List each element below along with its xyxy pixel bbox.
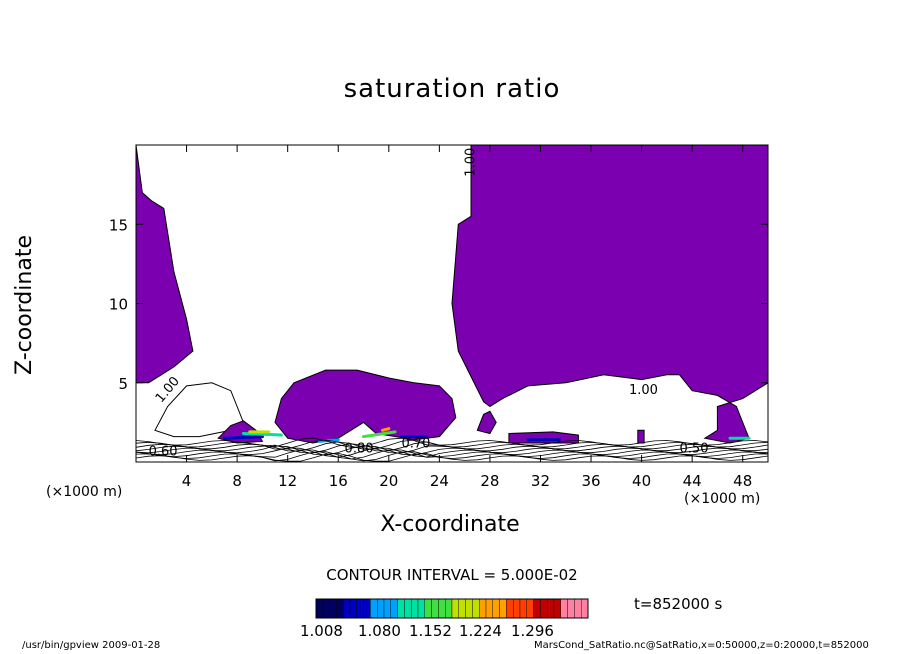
colorbar-tick-4: 1.296	[511, 622, 554, 640]
colorbar-cell-34	[547, 598, 555, 619]
x-tick-label-2: 12	[278, 472, 297, 490]
y-tick-label-1: 10	[109, 296, 128, 314]
colorbar-cell-27	[499, 598, 507, 619]
surface-contour-8	[135, 437, 769, 448]
contour-interval: CONTOUR INTERVAL = 5.000E-02	[326, 566, 578, 584]
colorbar-cell-15	[417, 598, 426, 619]
x-unit-right: (×1000 m)	[684, 491, 761, 507]
colorbar-cell-16	[424, 598, 432, 619]
x-tick-label-8: 36	[581, 472, 600, 490]
streak-5	[380, 427, 391, 432]
surface-contour-0	[135, 452, 769, 462]
x-axis-label: X-coordinate	[380, 512, 520, 537]
streak-0	[222, 435, 264, 440]
colorbar-cell-0	[315, 598, 324, 619]
colorbar-cell-12	[397, 598, 405, 619]
colorbar-cell-33	[540, 598, 548, 619]
contour-label-4: 0.80	[345, 441, 374, 456]
colorbar-cell-1	[322, 598, 330, 619]
x-tick-label-10: 44	[683, 472, 702, 490]
footer-left: /usr/bin/gpview 2009-01-28	[22, 640, 161, 651]
colorbar-cell-32	[533, 598, 541, 619]
colorbar-cell-14	[411, 598, 419, 619]
colorbar-cell-37	[567, 598, 575, 619]
y-tick-label-2: 15	[109, 216, 128, 234]
region-tiny-patch	[637, 429, 645, 444]
contour-label-0: 1.00	[464, 148, 479, 177]
contour-left-loop	[154, 382, 245, 438]
x-tick-label-9: 40	[632, 472, 651, 490]
colorbar-cell-25	[485, 598, 494, 619]
y-axis-label: Z-coordinate	[12, 165, 37, 375]
contour-label-3: 0.60	[149, 445, 178, 460]
x-tick-label-6: 28	[480, 472, 499, 490]
colorbar-tick-3: 1.224	[459, 622, 502, 640]
y-axis-label-text: Z-coordinate	[12, 235, 38, 375]
colorbar-cell-39	[581, 598, 589, 619]
colorbar-cell-2	[329, 598, 337, 619]
colorbar-cell-6	[356, 598, 364, 619]
colorbar-cell-4	[343, 598, 351, 619]
streak-1	[241, 431, 283, 437]
y-tick-label-0: 5	[118, 375, 128, 393]
colorbar-cell-5	[349, 598, 358, 619]
colorbar-cell-24	[479, 598, 487, 619]
colorbar-cell-22	[465, 598, 473, 619]
colorbar-cell-11	[390, 598, 398, 619]
region-central-cloud	[274, 369, 457, 444]
colorbar-cell-26	[492, 598, 500, 619]
colorbar-cell-7	[363, 598, 371, 619]
colorbar-cell-10	[383, 598, 392, 619]
region-left-column	[135, 144, 194, 384]
colorbar-cell-31	[526, 598, 534, 619]
x-tick-label-4: 20	[379, 472, 398, 490]
colorbar-cell-20	[451, 598, 460, 619]
x-tick-label-1: 8	[232, 472, 242, 490]
region-low-strip	[508, 431, 579, 444]
colorbar-cell-28	[506, 598, 514, 619]
chart-title: saturation ratio	[343, 74, 561, 104]
footer-right: MarsCond_SatRatio.nc@SatRatio,x=0:50000,…	[534, 640, 869, 651]
colorbar-cell-8	[370, 598, 378, 619]
colorbar-frame	[315, 598, 589, 619]
colorbar-cell-13	[404, 598, 412, 619]
x-unit-left: (×1000 m)	[46, 484, 123, 500]
x-tick-label-11: 48	[733, 472, 752, 490]
x-tick-label-0: 4	[182, 472, 192, 490]
colorbar-cell-35	[553, 598, 562, 619]
colorbar-cell-18	[438, 598, 446, 619]
streak-4	[362, 430, 397, 439]
colorbar-cell-23	[472, 598, 480, 619]
colorbar-cell-21	[458, 598, 466, 619]
colorbar-tick-2: 1.152	[409, 622, 452, 640]
x-tick-label-5: 24	[430, 472, 449, 490]
x-tick-label-7: 32	[531, 472, 550, 490]
time-label: t=852000 s	[634, 595, 723, 613]
contour-label-2: 1.00	[629, 383, 658, 398]
surface-contour-4	[135, 445, 769, 456]
region-small-patch	[476, 410, 497, 435]
colorbar-cell-3	[336, 598, 344, 619]
x-tick-label-3: 16	[329, 472, 348, 490]
colorbar-tick-1: 1.080	[358, 622, 401, 640]
contour-label-6: 0.50	[680, 441, 709, 456]
colorbar-cell-38	[574, 598, 582, 619]
colorbar-cell-19	[445, 598, 453, 619]
colorbar-cell-30	[519, 598, 528, 619]
colorbar-cell-9	[377, 598, 385, 619]
colorbar-cell-36	[560, 598, 568, 619]
region-right-block	[451, 144, 769, 444]
colorbar-cell-17	[431, 598, 439, 619]
colorbar-cell-29	[513, 598, 521, 619]
colorbar-tick-0: 1.008	[300, 622, 343, 640]
contour-label-5: 0.70	[401, 437, 430, 452]
